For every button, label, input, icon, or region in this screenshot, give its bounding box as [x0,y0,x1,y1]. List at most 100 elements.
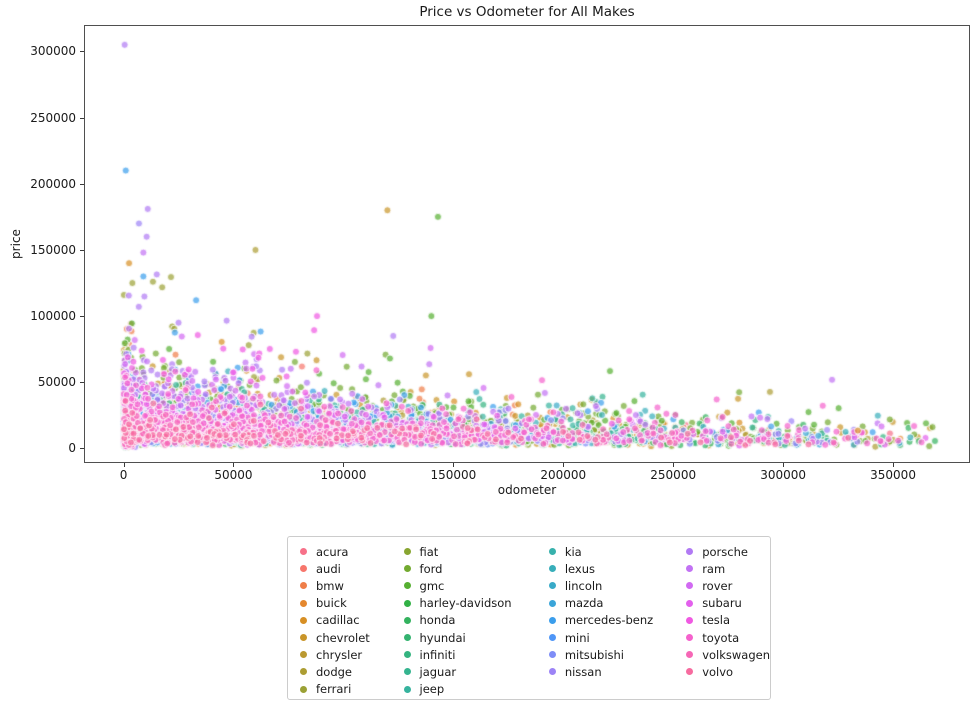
legend-item-mitsubishi: mitsubishi [548,646,686,663]
legend-label: buick [316,596,347,611]
y-tick-label: 0 [68,441,76,456]
legend-label: toyota [702,630,740,645]
y-tick-label: 150000 [30,242,76,257]
legend-item-gmc: gmc [403,577,549,594]
legend-item-ferrari: ferrari [300,681,404,698]
legend-marker-icon [403,651,411,659]
x-tick-mark [343,463,345,467]
legend-label: infiniti [419,647,456,662]
legend-item-volkswagen: volkswagen [686,646,770,663]
y-tick-label: 50000 [37,375,76,390]
x-tick-label: 150000 [430,468,477,482]
legend-item-buick: buick [300,595,404,612]
legend-item-ram: ram [686,560,770,577]
legend-item-acura: acura [300,543,404,560]
legend-label: audi [316,561,341,576]
legend-label: dodge [316,664,353,679]
x-tick-label: 200000 [540,468,587,482]
legend-item-kia: kia [548,543,686,560]
legend-label: bmw [316,578,344,593]
legend-marker-icon [686,616,694,624]
legend-item-toyota: toyota [686,629,770,646]
legend-item-dodge: dodge [300,663,404,680]
legend-item-hyundai: hyundai [403,629,549,646]
legend-item-harley-davidson: harley-davidson [403,595,549,612]
legend-item-cadillac: cadillac [300,612,404,629]
legend-column: kia lexus lincoln mazda mercedes-benz mini mit… [548,543,686,699]
legend-marker-icon [686,634,694,642]
x-tick-mark [563,463,565,467]
legend-label: jeep [419,682,445,697]
legend-item-jeep: jeep [403,681,549,698]
legend-marker-icon [686,582,694,590]
legend-item-rover: rover [686,577,770,594]
legend-marker-icon [686,599,694,607]
legend-marker-icon [403,565,411,573]
legend-marker-icon [686,668,694,676]
y-tick-mark [80,382,84,384]
legend-marker-icon [548,634,556,642]
legend-label: gmc [419,578,445,593]
y-tick-label: 300000 [30,44,76,59]
x-tick-mark [893,463,895,467]
legend-label: ram [702,561,726,576]
y-tick-label: 100000 [30,309,76,324]
y-tick-mark [80,249,84,251]
legend-marker-icon [403,685,411,693]
legend-item-audi: audi [300,560,404,577]
legend-marker-icon [300,668,307,676]
legend-column: fiat ford gmc harley-davidson honda hyundai in… [403,543,549,699]
legend-item-ford: ford [403,560,549,577]
legend-marker-icon [403,599,411,607]
legend-label: lexus [564,561,595,576]
legend-marker-icon [300,548,307,556]
legend-marker-icon [548,548,556,556]
legend-label: mini [564,630,590,645]
legend-item-mercedes-benz: mercedes-benz [548,612,686,629]
legend-label: kia [564,544,582,559]
y-tick-mark [80,183,84,185]
legend-item-mazda: mazda [548,595,686,612]
legend-marker-icon [548,651,556,659]
legend-marker-icon [548,582,556,590]
legend-item-chrysler: chrysler [300,646,404,663]
legend-label: jaguar [419,664,457,679]
legend-item-porsche: porsche [686,543,770,560]
legend-column: porsche ram rover subaru tesla toyota volkswag… [686,543,770,699]
legend-marker-icon [686,565,694,573]
legend-item-chevrolet: chevrolet [300,629,404,646]
x-tick-label: 300000 [760,468,807,482]
legend-label: ferrari [316,682,352,697]
legend-marker-icon [548,616,556,624]
y-tick-label: 200000 [30,176,76,191]
legend-label: honda [419,613,456,628]
legend-label: mazda [564,596,604,611]
x-tick-mark [453,463,455,467]
legend-label: fiat [419,544,439,559]
legend-item-bmw: bmw [300,577,404,594]
legend-item-lincoln: lincoln [548,577,686,594]
legend-marker-icon [403,582,411,590]
legend-label: hyundai [419,630,466,645]
legend-label: harley-davidson [419,596,512,611]
legend-marker-icon [300,685,307,693]
legend-label: tesla [702,613,731,628]
x-tick-label: 250000 [650,468,697,482]
legend-label: lincoln [564,578,603,593]
legend-item-mini: mini [548,629,686,646]
legend-label: nissan [564,664,602,679]
legend-marker-icon [686,651,694,659]
legend-item-fiat: fiat [403,543,549,560]
y-axis-label: price [9,229,23,259]
legend-marker-icon [548,565,556,573]
legend-label: volkswagen [702,647,770,662]
legend-marker-icon [300,634,307,642]
legend-label: porsche [702,544,748,559]
legend-column: acura audi bmw buick cadillac chevrolet chrysl… [300,543,404,699]
legend-label: mitsubishi [564,647,624,662]
legend-marker-icon [403,548,411,556]
legend-label: volvo [702,664,734,679]
y-tick-label: 250000 [30,110,76,125]
legend-item-subaru: subaru [686,595,770,612]
